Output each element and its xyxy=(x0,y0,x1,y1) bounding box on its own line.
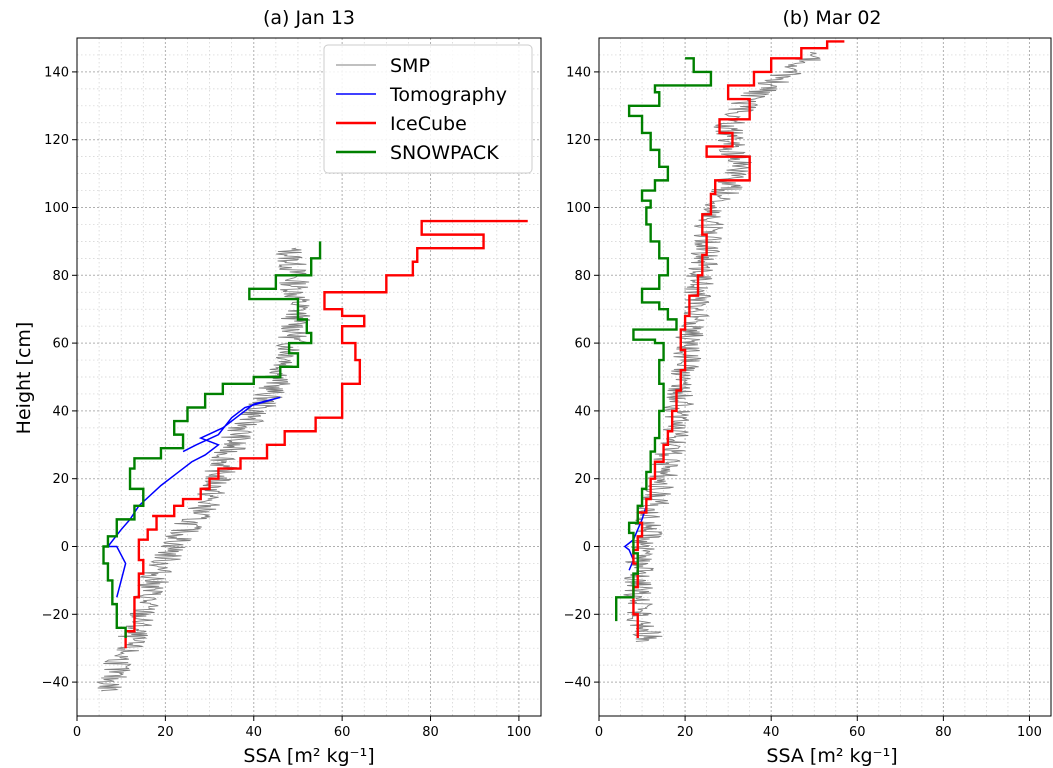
panel-b-series-smp xyxy=(623,51,821,642)
panel-b-xtick-label: 0 xyxy=(595,725,603,740)
panel-b-xtick-label: 80 xyxy=(935,725,952,740)
panel-b-xlabel: SSA [m² kg⁻¹] xyxy=(766,745,897,767)
panel-a-xtick-label: 20 xyxy=(157,725,174,740)
panel-a-ytick-label: 140 xyxy=(44,65,69,80)
panel-a-legend-box xyxy=(323,44,533,174)
panel-a-ytick-label: −40 xyxy=(42,676,69,691)
panel-a-legend: SMP Tomography IceCube SNOWPACK xyxy=(323,44,533,174)
panel-a-xtick-label: 100 xyxy=(506,725,531,740)
panel-a-legend-label: IceCube xyxy=(390,113,467,135)
panel-a-title: (a) Jan 13 xyxy=(263,7,355,29)
panel-a-legend-label: SNOWPACK xyxy=(390,142,499,164)
panel-a-xlabel: SSA [m² kg⁻¹] xyxy=(243,745,374,767)
panel-b-ytick-label: −20 xyxy=(564,608,591,623)
panel-b-ytick-label: 100 xyxy=(566,201,591,216)
panel-b-xtick-label: 60 xyxy=(849,725,866,740)
panel-b-xtick-label: 100 xyxy=(1017,725,1042,740)
panel-b-ytick-label: 0 xyxy=(583,540,591,555)
panel-a-series-smp xyxy=(96,247,311,692)
panel-b-ytick-label: −40 xyxy=(564,676,591,691)
panel-a-ytick-label: 20 xyxy=(52,472,69,487)
panel-a-ytick-label: 120 xyxy=(44,133,69,148)
panel-b-frame xyxy=(598,37,1052,717)
panel-a-ylabel: Height [cm] xyxy=(13,322,35,435)
panel-b-series xyxy=(615,40,845,642)
panel-b-ticks: 0 20 40 60 80 100 −40 −20 0 20 40 60 80 100 120 140 xyxy=(564,65,1042,740)
panel-b-ytick-label: 140 xyxy=(566,65,591,80)
panel-b-ytick-label: 20 xyxy=(574,472,591,487)
panel-b-xtick-label: 40 xyxy=(763,725,780,740)
panel-a-ytick-label: 40 xyxy=(52,404,69,419)
panel-a-series-icecube xyxy=(124,219,528,649)
panel-a-ytick-label: 100 xyxy=(44,201,69,216)
panel-b-ytick-label: 60 xyxy=(574,337,591,352)
panel-b-ytick-label: 120 xyxy=(566,133,591,148)
panel-b-title: (b) Mar 02 xyxy=(783,7,882,29)
panel-b-xtick-label: 20 xyxy=(677,725,694,740)
panel-a-ytick-label: 80 xyxy=(52,269,69,284)
panel-a-xtick-label: 0 xyxy=(73,725,81,740)
panel-a-xtick-label: 40 xyxy=(245,725,262,740)
panel-a-ytick-label: −20 xyxy=(42,608,69,623)
panel-a-legend-label: SMP xyxy=(390,55,430,77)
panel-b-ytick-label: 80 xyxy=(574,269,591,284)
panel-b-series-snowpack xyxy=(615,57,713,622)
panel-b: (b) Mar 02 SSA [m² kg⁻¹] 0 20 40 60 80 100 −40… xyxy=(564,7,1052,767)
panel-a-xtick-label: 60 xyxy=(334,725,351,740)
panel-a-xtick-label: 80 xyxy=(422,725,439,740)
panel-b-ytick-label: 40 xyxy=(574,404,591,419)
panel-a-series-tomography xyxy=(106,396,281,598)
panel-a-ticks: 0 20 40 60 80 100 −40 −20 0 20 40 60 80 100 120 140 xyxy=(42,65,532,740)
panel-b-series-icecube xyxy=(632,40,845,639)
panel-a-ytick-label: 0 xyxy=(61,540,69,555)
panel-a-series xyxy=(96,219,528,692)
panel-a-frame xyxy=(76,37,542,717)
panel-b-grid xyxy=(598,37,1052,717)
panel-a: (a) Jan 13 SSA [m² kg⁻¹] Height [cm] 0 20… xyxy=(13,7,542,767)
panel-a-ytick-label: 60 xyxy=(52,337,69,352)
panel-a-series-snowpack xyxy=(102,241,322,639)
panel-a-legend-label: Tomography xyxy=(389,84,507,106)
